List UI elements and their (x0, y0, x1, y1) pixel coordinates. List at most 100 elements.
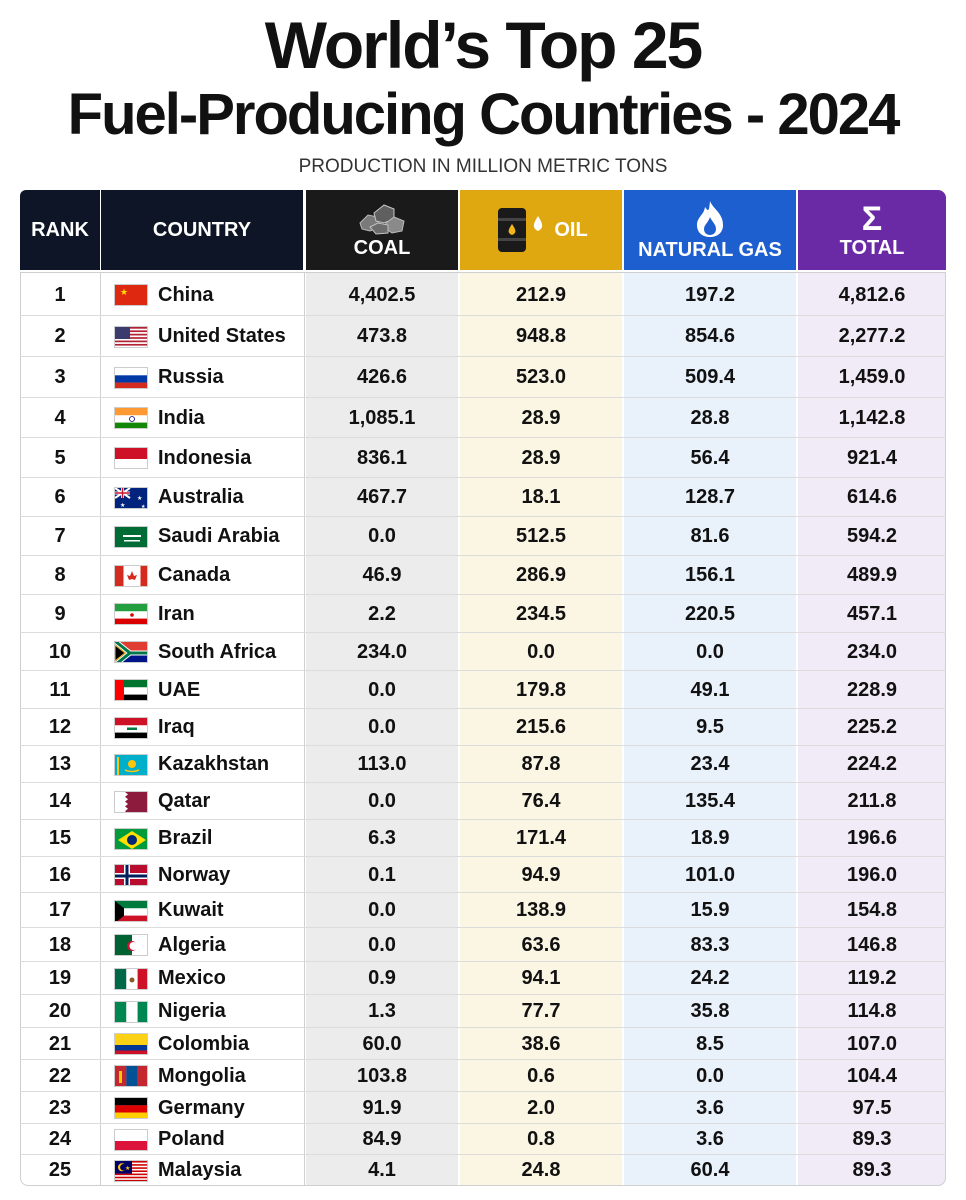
coal-value: 0.9 (368, 967, 396, 989)
gas-value: 3.6 (696, 1096, 724, 1119)
country-cell: Saudi Arabia (114, 517, 304, 556)
coal-value: 0.0 (368, 790, 396, 812)
country-cell: Kazakhstan (114, 746, 304, 783)
table-row: 9 Iran 2.2 234.5 220.5 457.1 (20, 595, 946, 633)
row-separator (20, 1091, 946, 1092)
gas-value: 23.4 (690, 753, 730, 775)
usa-flag (114, 325, 148, 348)
oil-value: 512.5 (515, 525, 567, 547)
country-name: Poland (158, 1128, 225, 1150)
total-value: 228.9 (846, 678, 898, 701)
table-row: 4 India 1,085.1 28.9 28.8 1,142.8 (20, 398, 946, 438)
row-separator (20, 745, 946, 746)
total-value: 1,459.0 (838, 366, 906, 388)
country-name: Kuwait (158, 899, 224, 921)
country-name: Canada (158, 564, 231, 586)
table-row: 23 Germany 91.9 2.0 3.6 97.5 (20, 1092, 946, 1124)
coal-value: 4,402.5 (348, 283, 416, 306)
kazakhstan-flag (114, 753, 148, 776)
svg-text:★: ★ (137, 495, 142, 502)
svg-text:★: ★ (141, 504, 146, 509)
header-rank: RANK (20, 190, 100, 270)
table-row: 1 ★ China 4,402.5 212.9 197.2 4,812.6 (20, 274, 946, 316)
brazil-flag (114, 827, 148, 850)
rank-cell: 9 (54, 602, 66, 625)
table-border (20, 272, 946, 1186)
china-flag: ★ (114, 284, 148, 306)
row-separator (20, 1027, 946, 1028)
norway-flag (114, 864, 148, 886)
header-oil: OIL (460, 190, 622, 270)
country-cell: Iraq (114, 709, 304, 746)
table-row: 14 Qatar 0.0 76.4 135.4 211.8 (20, 783, 946, 820)
country-name: Brazil (158, 827, 213, 849)
row-separator (20, 356, 946, 357)
country-name: Algeria (158, 933, 226, 956)
rank-cell: 2 (54, 325, 66, 347)
row-separator (20, 632, 946, 633)
gas-value: 9.5 (696, 716, 724, 738)
coal-value: 91.9 (362, 1096, 402, 1119)
rank-cell: 22 (48, 1064, 72, 1087)
coal-value: 2.2 (368, 602, 396, 625)
country-cell: Norway (114, 857, 304, 893)
row-separator (20, 477, 946, 478)
header-total: Σ TOTAL (798, 190, 946, 270)
coal-value: 0.0 (368, 716, 396, 738)
oil-value: 171.4 (515, 827, 567, 849)
gas-value: 197.2 (684, 283, 736, 306)
row-separator (20, 516, 946, 517)
table-row: 10 South Africa 234.0 0.0 0.0 234.0 (20, 633, 946, 671)
gas-value: 220.5 (684, 602, 736, 625)
rank-cell: 18 (48, 933, 72, 956)
rank-divider (100, 272, 101, 1186)
total-value: 211.8 (847, 790, 897, 812)
gas-value: 135.4 (684, 790, 736, 812)
rank-cell: 4 (54, 406, 66, 429)
colombia-flag (114, 1033, 148, 1055)
country-cell: Brazil (114, 820, 304, 857)
oil-value: 77.7 (521, 1000, 561, 1022)
country-name: Colombia (158, 1032, 250, 1055)
header-oil-label: OIL (554, 218, 588, 241)
coal-value: 836.1 (356, 446, 408, 469)
coal-value: 60.0 (362, 1032, 402, 1055)
oil-value: 0.8 (527, 1128, 555, 1150)
coal-value: 426.6 (356, 366, 408, 388)
row-separator (20, 397, 946, 398)
rank-cell: 19 (48, 967, 72, 989)
row-separator (20, 670, 946, 671)
total-value: 921.4 (846, 446, 898, 469)
country-cell: Qatar (114, 783, 304, 820)
coal-value: 0.1 (368, 863, 396, 886)
table-row: 6 ★ ★ ★ Australia 467.7 18.1 128.7 614.6 (20, 478, 946, 517)
coal-value: 4.1 (368, 1159, 396, 1181)
malaysia-flag: ★ (114, 1159, 148, 1182)
country-name: Qatar (158, 790, 211, 812)
coal-value: 1,085.1 (348, 406, 416, 429)
header-gas-label: NATURAL GAS (638, 238, 782, 261)
row-separator (20, 892, 946, 893)
header-country: COUNTRY (101, 190, 303, 270)
country-name: United States (158, 325, 286, 347)
country-cell: Colombia (114, 1028, 304, 1060)
nigeria-flag (114, 1000, 148, 1023)
header-country-label: COUNTRY (152, 218, 252, 241)
country-cell: India (114, 398, 304, 438)
rank-cell: 11 (49, 678, 71, 701)
qatar-flag (114, 790, 148, 813)
oil-value: 215.6 (515, 716, 567, 738)
header-coal: COAL (306, 190, 458, 270)
gas-value: 156.1 (684, 564, 736, 586)
total-value: 2,277.2 (838, 325, 906, 347)
header-total-label: TOTAL (839, 236, 905, 259)
country-name: South Africa (158, 640, 277, 663)
rank-cell: 20 (48, 1000, 72, 1022)
oil-value: 18.1 (521, 486, 561, 508)
oil-value: 87.8 (521, 753, 561, 775)
poland-flag (114, 1128, 148, 1151)
row-separator (20, 594, 946, 595)
country-name: Malaysia (158, 1159, 242, 1181)
country-name: Norway (158, 863, 231, 886)
oil-value: 234.5 (515, 602, 567, 625)
